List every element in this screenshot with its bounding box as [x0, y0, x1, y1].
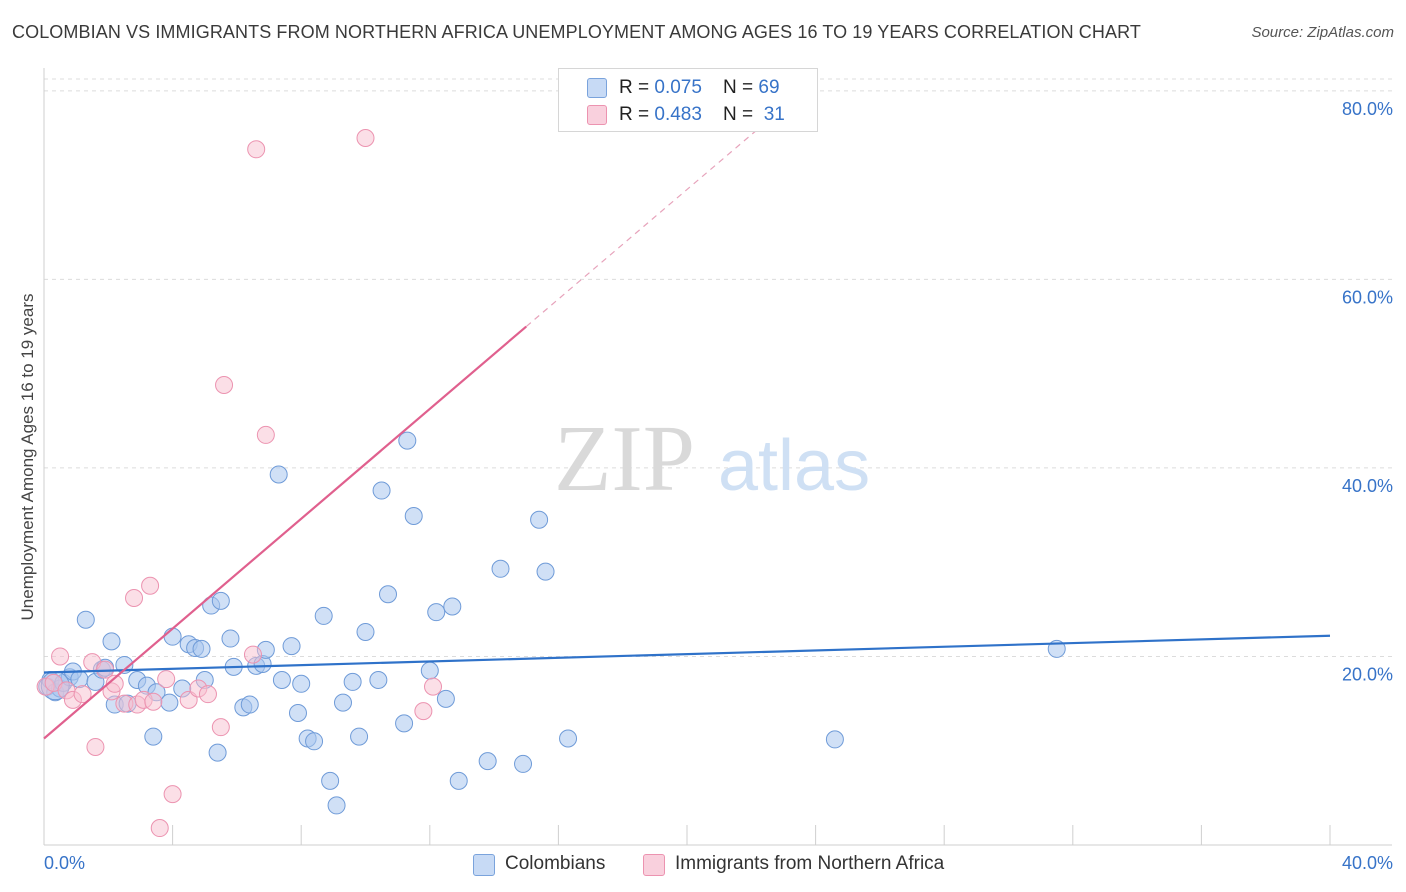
watermark-atlas: atlas [718, 426, 870, 506]
series-immigrants-northern-africa [36, 128, 443, 838]
data-point-colombians [76, 610, 95, 629]
data-point-colombians [272, 671, 291, 690]
legend-r-label: R = [619, 104, 655, 125]
data-point-immigrants [105, 674, 124, 693]
data-point-colombians [163, 627, 182, 646]
trend-line-immigrants [43, 325, 527, 740]
bottom-legend-swatch-blue [473, 854, 495, 876]
data-point-colombians [478, 752, 497, 771]
data-point-immigrants [141, 576, 160, 595]
watermark: ZIP atlas [554, 407, 870, 511]
data-point-colombians [288, 704, 307, 723]
data-point-colombians [356, 622, 375, 641]
data-point-colombians [282, 637, 301, 656]
y-tick-label: 60.0% [1342, 287, 1393, 307]
data-point-colombians [192, 639, 211, 658]
data-point-colombians [514, 754, 533, 773]
data-point-colombians [559, 729, 578, 748]
data-point-colombians [321, 771, 340, 790]
data-point-colombians [404, 507, 423, 526]
data-point-colombians [221, 629, 240, 648]
data-point-colombians [102, 632, 121, 651]
data-point-colombians [160, 693, 179, 712]
x-tick-label: 0.0% [44, 853, 85, 873]
axes [43, 68, 1392, 846]
data-point-colombians [372, 481, 391, 500]
legend-n-label: N = [723, 104, 759, 125]
data-point-colombians [449, 771, 468, 790]
source-note: Source: ZipAtlas.com [1251, 24, 1394, 41]
data-point-colombians [369, 671, 388, 690]
legend-swatch-pink [587, 105, 607, 125]
data-point-immigrants [247, 140, 266, 159]
data-point-colombians [240, 695, 259, 714]
x-tick-label: 40.0% [1342, 853, 1393, 873]
legend-n-value: 31 [763, 104, 785, 125]
data-point-immigrants [73, 685, 92, 704]
data-point-colombians [825, 730, 844, 749]
watermark-zip: ZIP [554, 407, 695, 511]
data-point-immigrants [198, 685, 217, 704]
correlation-legend: R = 0.075 N = 69 R = 0.483 N = 31 [558, 68, 818, 132]
legend-r-label: R = [619, 77, 655, 98]
trend-lines [43, 120, 1331, 740]
data-point-immigrants [157, 670, 176, 689]
data-point-colombians [305, 732, 324, 751]
data-point-immigrants [163, 785, 182, 804]
grid-lines [44, 78, 1392, 657]
y-tick-label: 40.0% [1342, 476, 1393, 496]
data-point-colombians [427, 603, 446, 622]
data-point-immigrants [86, 737, 105, 756]
data-point-immigrants [211, 718, 230, 737]
chart-title: COLOMBIAN VS IMMIGRANTS FROM NORTHERN AF… [12, 22, 1141, 42]
data-point-colombians [211, 591, 230, 610]
data-point-colombians [379, 585, 398, 604]
data-point-colombians [420, 661, 439, 680]
data-point-immigrants [256, 425, 275, 444]
data-point-immigrants [144, 692, 163, 711]
data-point-colombians [491, 559, 510, 578]
data-point-colombians [395, 714, 414, 733]
trend-line-colombians [43, 634, 1331, 674]
legend-swatch-blue [587, 78, 607, 98]
data-point-colombians [350, 727, 369, 746]
bottom-legend-swatch-pink [643, 854, 665, 876]
y-tick-label: 20.0% [1342, 664, 1393, 684]
bottom-legend-label: Immigrants from Northern Africa [675, 853, 945, 874]
tick-labels: 20.0% 40.0% 60.0% 80.0% 0.0% 40.0% [44, 99, 1393, 873]
data-point-colombians [292, 674, 311, 693]
data-point-immigrants [215, 375, 234, 394]
data-point-colombians [343, 672, 362, 691]
trend-line-immigrants-extension [525, 120, 768, 327]
data-point-immigrants [125, 589, 144, 608]
data-point-colombians [536, 562, 555, 581]
legend-n-value: 69 [758, 77, 780, 98]
series-colombians [38, 431, 1066, 815]
bottom-legend-label: Colombians [505, 853, 606, 874]
data-point-immigrants [150, 819, 169, 838]
data-point-immigrants [51, 647, 70, 666]
data-point-colombians [443, 597, 462, 616]
data-point-colombians [530, 510, 549, 529]
data-point-colombians [208, 743, 227, 762]
legend-n-label: N = [723, 77, 759, 98]
data-point-colombians [327, 796, 346, 815]
data-point-immigrants [424, 677, 443, 696]
data-point-colombians [314, 606, 333, 625]
data-point-colombians [269, 465, 288, 484]
data-point-immigrants [356, 128, 375, 147]
data-point-colombians [398, 431, 417, 450]
data-point-colombians [333, 693, 352, 712]
data-point-colombians [144, 727, 163, 746]
legend-r-value: 0.483 [654, 104, 702, 125]
data-point-immigrants [414, 702, 433, 721]
y-tick-label: 80.0% [1342, 99, 1393, 119]
data-point-immigrants [243, 645, 262, 664]
legend-r-value: 0.075 [654, 77, 702, 98]
data-point-colombians [436, 689, 455, 708]
